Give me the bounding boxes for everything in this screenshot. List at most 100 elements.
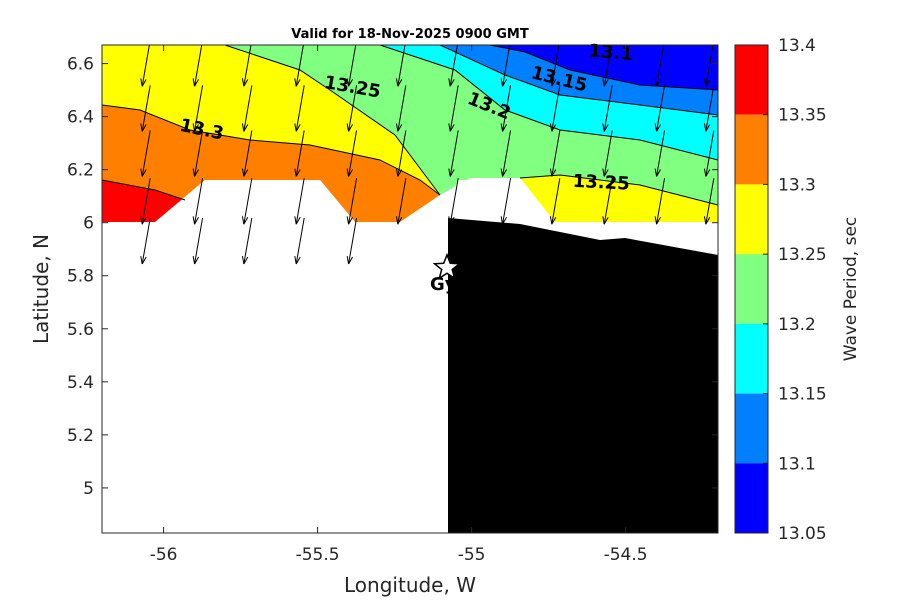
wave-vector <box>243 45 252 87</box>
wave-vector-head <box>346 255 350 265</box>
wave-vector-head <box>295 124 301 132</box>
wave-vector <box>141 130 151 177</box>
x-tick-label: -55 <box>458 545 486 565</box>
wave-vector-head <box>603 169 609 177</box>
wave-vector-head <box>705 79 711 87</box>
wave-vector-head <box>141 169 147 177</box>
wave-vector <box>449 178 459 225</box>
y-tick-label: 6 <box>83 214 94 234</box>
colorbar-tick-label: 13.15 <box>778 385 827 405</box>
wave-vector-head <box>241 78 245 87</box>
wave-vector-head <box>194 124 199 132</box>
wave-vector <box>194 45 203 87</box>
wave-vector-head <box>241 168 245 177</box>
band-13.15-13.20 <box>380 45 718 160</box>
wave-vector-head <box>449 79 455 87</box>
star-icon <box>432 252 462 281</box>
wave-vector-head <box>705 169 711 177</box>
wave-vector-head <box>549 168 553 177</box>
wave-vector <box>397 85 407 132</box>
wave-vector-head <box>241 123 245 132</box>
wave-vector-head <box>192 168 196 177</box>
wave-vector-head <box>448 168 451 177</box>
wave-vector-head <box>551 124 557 132</box>
wave-vector-head <box>654 216 658 225</box>
wave-vector <box>449 85 459 132</box>
contour-line-13.35 <box>102 179 186 201</box>
colorbar-band <box>735 463 768 533</box>
wave-vector-head <box>603 216 609 225</box>
wave-vector <box>141 85 151 132</box>
wave-vector <box>705 178 715 225</box>
contour-line-13.20 <box>379 45 718 161</box>
wave-vector-head <box>348 124 353 132</box>
no-data-notch-west <box>155 180 355 222</box>
wave-vector-head <box>346 168 350 177</box>
wave-vector <box>551 45 560 87</box>
colorbar-frame <box>734 44 769 534</box>
wave-vector <box>194 130 204 177</box>
wave-vector-head <box>141 216 147 225</box>
wave-vector <box>295 178 305 225</box>
wave-vector-head <box>549 123 553 132</box>
wave-vector-head <box>448 78 451 87</box>
wave-vector-head <box>192 216 196 225</box>
wave-vector-head <box>192 123 196 132</box>
colorbar-tick-label: 13.35 <box>778 106 827 126</box>
colorbar-tick-label: 13.05 <box>778 524 827 544</box>
colorbar-band <box>735 114 768 185</box>
wave-vector-head <box>656 79 661 87</box>
axes-frame <box>101 44 719 534</box>
band-13.10-13.15 <box>440 45 718 115</box>
wave-vector-head <box>603 124 609 132</box>
wave-vector-head <box>502 216 507 225</box>
contour-label: 13.25 <box>572 171 630 195</box>
wave-vector <box>243 217 253 265</box>
wave-vector-head <box>397 124 403 132</box>
wave-vector <box>348 130 358 177</box>
wave-vector <box>705 45 714 87</box>
wave-vector-head <box>656 124 661 132</box>
wave-vector <box>449 45 458 87</box>
wave-vector <box>194 178 204 225</box>
wave-vector-head <box>243 169 249 177</box>
contour-line-13.25 <box>224 45 441 196</box>
figure-title: Valid for 18-Nov-2025 0900 GMT <box>291 27 529 42</box>
wave-vector-head <box>602 78 605 87</box>
contour-label: 13.1 <box>588 40 634 65</box>
colorbar-tick-label: 13.1 <box>778 454 816 474</box>
y-tick-label: 5 <box>83 479 94 499</box>
wave-vector-head <box>654 78 658 87</box>
contour-line-13.25-east <box>519 174 718 206</box>
contour-line-13.10 <box>489 45 718 91</box>
wave-vector-head <box>549 78 553 87</box>
wave-vector-head <box>500 123 504 132</box>
wave-vector <box>656 85 666 132</box>
wave-vector <box>243 85 253 132</box>
colorbar-band <box>735 254 768 324</box>
wave-vector-head <box>194 216 199 225</box>
wave-vector <box>502 130 512 177</box>
wave-vector-head <box>449 169 455 177</box>
wave-vector-head <box>194 169 199 177</box>
x-tick-label: -55.5 <box>296 545 340 565</box>
wave-vector <box>141 45 150 87</box>
y-tick-label: 6.6 <box>67 55 94 75</box>
wave-vector-head <box>141 124 147 132</box>
wave-vector <box>194 217 204 265</box>
wave-vector <box>295 45 304 87</box>
wave-vector-head <box>502 79 507 87</box>
wave-vector-head <box>346 216 350 225</box>
wave-vector <box>656 45 665 87</box>
wave-vector-head <box>294 255 297 265</box>
band-13.30-13.35 <box>102 105 440 222</box>
wave-vector-head <box>140 123 143 132</box>
wave-vector <box>194 85 204 132</box>
wave-vector-head <box>295 169 301 177</box>
colorbar: 13.4 13.35 13.3 13.25 13.2 13.15 13.1 13.05 Wav… <box>734 36 861 544</box>
colorbar-tick-label: 13.3 <box>778 175 816 195</box>
colorbar-band <box>735 323 768 394</box>
station-marker: Gyr <box>430 252 465 295</box>
wave-vector <box>243 130 253 177</box>
